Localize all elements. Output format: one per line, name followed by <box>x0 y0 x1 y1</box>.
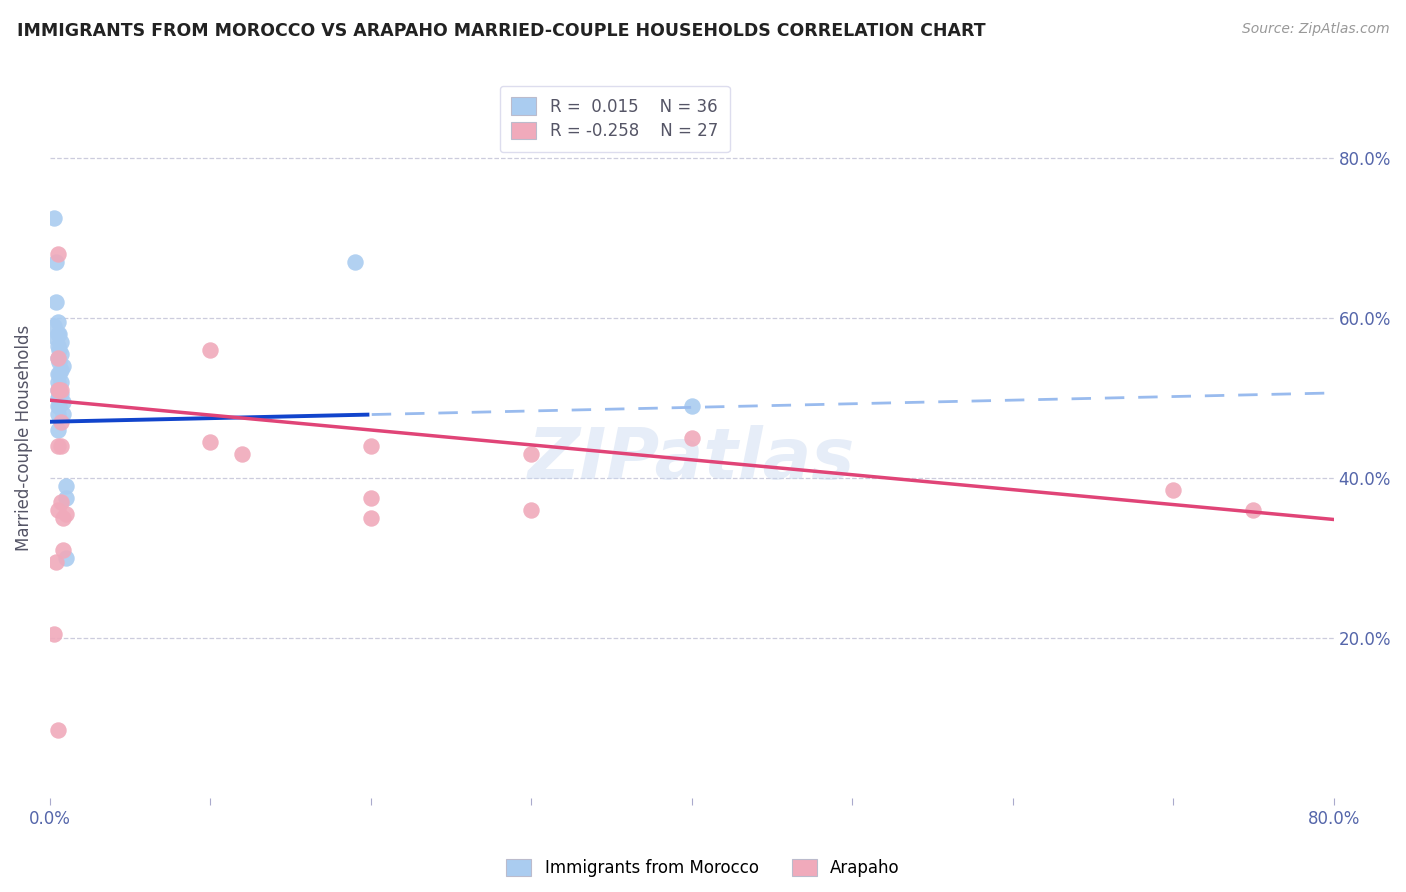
Point <box>46 399 69 413</box>
Point <box>49 495 72 509</box>
Point <box>46 383 69 397</box>
Point <box>48 383 70 397</box>
Point <box>45 294 67 309</box>
Point <box>49 334 72 349</box>
Text: Source: ZipAtlas.com: Source: ZipAtlas.com <box>1241 22 1389 37</box>
Point <box>45 254 67 268</box>
Y-axis label: Married-couple Households: Married-couple Households <box>15 325 32 551</box>
Point <box>46 339 69 353</box>
Point <box>46 367 69 381</box>
Point <box>46 315 69 329</box>
Point <box>46 423 69 437</box>
Point <box>46 407 69 421</box>
Point <box>48 383 70 397</box>
Legend: Immigrants from Morocco, Arapaho: Immigrants from Morocco, Arapaho <box>499 852 907 884</box>
Point <box>55 479 77 493</box>
Point <box>681 431 703 445</box>
Point <box>48 367 70 381</box>
Point <box>49 415 72 429</box>
Point <box>51 394 73 409</box>
Point <box>48 355 70 369</box>
Point <box>46 326 69 341</box>
Point <box>49 375 72 389</box>
Point <box>55 550 77 565</box>
Point <box>46 723 69 737</box>
Point <box>1161 483 1184 497</box>
Point <box>46 375 69 389</box>
Point <box>55 507 77 521</box>
Point <box>51 542 73 557</box>
Point <box>520 503 543 517</box>
Point <box>44 318 66 333</box>
Point <box>48 399 70 413</box>
Point <box>55 491 77 505</box>
Point <box>49 439 72 453</box>
Point <box>343 254 366 268</box>
Point <box>49 383 72 397</box>
Point <box>231 447 253 461</box>
Legend: R =  0.015    N = 36, R = -0.258    N = 27: R = 0.015 N = 36, R = -0.258 N = 27 <box>499 86 730 153</box>
Point <box>49 386 72 401</box>
Point <box>520 447 543 461</box>
Point <box>198 434 221 449</box>
Point <box>1241 503 1264 517</box>
Point <box>360 439 382 453</box>
Point <box>45 331 67 345</box>
Point <box>51 511 73 525</box>
Point <box>198 343 221 357</box>
Point <box>49 362 72 376</box>
Point <box>51 359 73 373</box>
Point <box>46 439 69 453</box>
Point <box>49 347 72 361</box>
Text: IMMIGRANTS FROM MOROCCO VS ARAPAHO MARRIED-COUPLE HOUSEHOLDS CORRELATION CHART: IMMIGRANTS FROM MOROCCO VS ARAPAHO MARRI… <box>17 22 986 40</box>
Point <box>48 343 70 357</box>
Point <box>46 383 69 397</box>
Text: ZIPatlas: ZIPatlas <box>529 425 855 494</box>
Point <box>46 503 69 517</box>
Point <box>46 351 69 365</box>
Point <box>45 555 67 569</box>
Point <box>46 391 69 405</box>
Point <box>51 407 73 421</box>
Point <box>44 627 66 641</box>
Point <box>48 326 70 341</box>
Point <box>48 391 70 405</box>
Point <box>360 491 382 505</box>
Point <box>360 511 382 525</box>
Point <box>44 211 66 225</box>
Point <box>46 246 69 260</box>
Point <box>681 399 703 413</box>
Point <box>46 351 69 365</box>
